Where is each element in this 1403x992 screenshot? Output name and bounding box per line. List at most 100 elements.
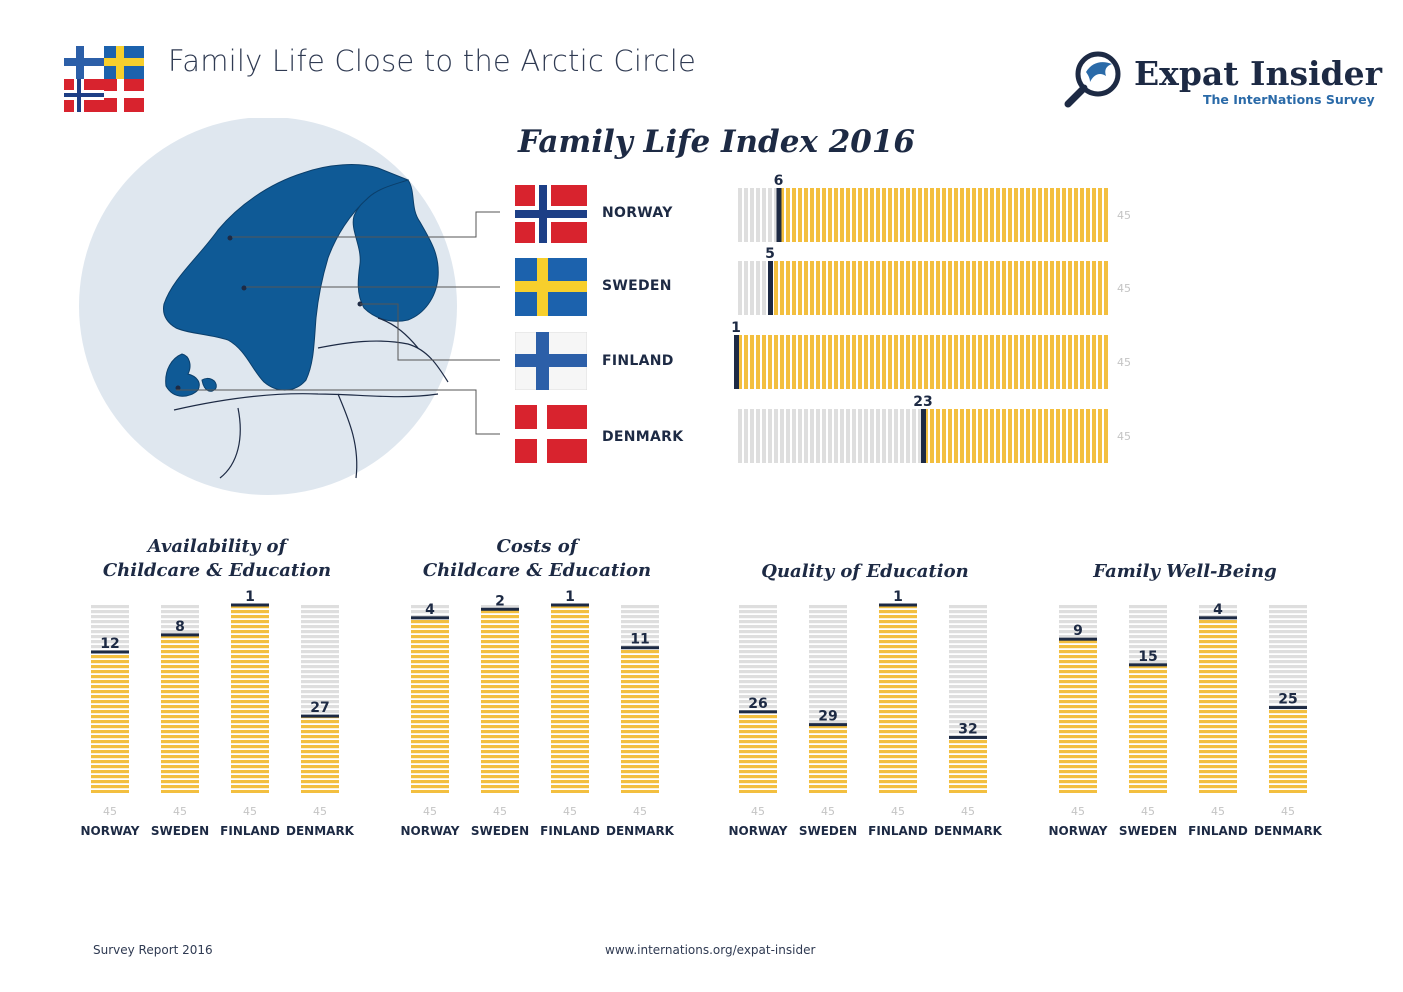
bar-group-denmark: 32 45 DENMARK <box>934 605 1003 838</box>
bar-group-sweden: 8 45 SWEDEN <box>151 605 209 838</box>
bar-empty <box>481 605 519 610</box>
footer-url[interactable]: www.internations.org/expat-insider <box>605 943 816 957</box>
wellbeing-chart: 9 45 NORWAY 15 45 SWEDEN 4 45 FINLAND 25 45 DENMARK <box>1048 602 1322 838</box>
index-rank-label: 23 <box>913 394 932 410</box>
rank-marker <box>949 735 987 739</box>
index-rank-label: 5 <box>765 246 775 262</box>
category-label: DENMARK <box>286 824 355 838</box>
norway-flag-icon <box>515 185 587 243</box>
logo-subtitle: The InterNations Survey <box>1203 92 1375 107</box>
base-label: 45 <box>891 805 905 818</box>
rank-marker <box>551 603 589 607</box>
bar-fill <box>1129 664 1167 793</box>
bar-fill <box>481 609 519 793</box>
bar-empty <box>739 605 777 712</box>
rank-label: 4 <box>1213 602 1223 618</box>
bar-fill <box>949 737 987 793</box>
bar-fill <box>411 617 449 793</box>
index-rank-marker <box>921 409 926 463</box>
rank-marker <box>231 603 269 607</box>
chart-title-quality: Quality of Education <box>720 560 1010 584</box>
rank-label: 2 <box>495 593 505 609</box>
index-bar-fill <box>736 335 1110 389</box>
bar-fill <box>161 634 199 793</box>
category-label: SWEDEN <box>799 824 857 838</box>
category-label: NORWAY <box>400 824 459 838</box>
nordic-flags-icon <box>64 46 144 112</box>
rank-marker <box>621 646 659 650</box>
base-label: 45 <box>1281 805 1295 818</box>
bar-fill <box>1269 707 1307 793</box>
family-life-index-chart: 6 45 5 45 1 45 23 45 <box>731 173 1131 463</box>
index-rank-marker <box>734 335 739 389</box>
index-end-label: 45 <box>1117 430 1131 443</box>
bar-group-denmark: 11 45 DENMARK <box>606 605 675 838</box>
rank-marker <box>1199 616 1237 620</box>
bar-empty <box>949 605 987 738</box>
base-label: 45 <box>633 805 647 818</box>
expat-insider-logo-icon <box>1064 51 1121 108</box>
rank-marker <box>809 723 847 727</box>
finland-flag-icon <box>515 332 587 390</box>
base-label: 45 <box>1211 805 1225 818</box>
index-bar-empty <box>736 188 779 242</box>
base-label: 45 <box>313 805 327 818</box>
rank-label: 1 <box>565 589 575 605</box>
index-title: Family Life Index 2016 <box>518 124 915 160</box>
bar-group-norway: 4 45 NORWAY <box>400 602 459 838</box>
index-label-finland: FINLAND <box>602 353 674 369</box>
category-label: SWEDEN <box>151 824 209 838</box>
index-end-label: 45 <box>1117 209 1131 222</box>
bar-fill <box>301 716 339 793</box>
rank-label: 25 <box>1278 692 1297 708</box>
rank-label: 26 <box>748 696 767 712</box>
denmark-flag-icon <box>515 405 587 463</box>
index-end-label: 45 <box>1117 282 1131 295</box>
bar-group-finland: 1 45 FINLAND <box>540 589 600 838</box>
page-title: Family Life Close to the Arctic Circle <box>168 44 697 78</box>
index-row-denmark: 23 45 <box>736 394 1131 463</box>
rank-label: 15 <box>1138 649 1157 665</box>
index-bar-fill <box>923 409 1110 463</box>
logo-wordmark: Expat Insider <box>1134 54 1383 93</box>
bar-group-sweden: 29 45 SWEDEN <box>799 605 857 838</box>
category-label: NORWAY <box>80 824 139 838</box>
category-label: FINLAND <box>1188 824 1248 838</box>
chart-title-costs: Costs of Childcare & Education <box>392 535 682 583</box>
rank-marker <box>1129 663 1167 667</box>
index-rank-marker <box>776 188 782 242</box>
base-label: 45 <box>103 805 117 818</box>
base-label: 45 <box>1141 805 1155 818</box>
base-label: 45 <box>751 805 765 818</box>
category-label: SWEDEN <box>471 824 529 838</box>
category-label: NORWAY <box>1048 824 1107 838</box>
index-row-finland: 1 45 <box>731 320 1131 389</box>
base-label: 45 <box>243 805 257 818</box>
bar-group-finland: 1 45 FINLAND <box>868 589 928 838</box>
index-label-sweden: SWEDEN <box>602 278 672 294</box>
index-rank-label: 6 <box>774 173 784 189</box>
category-label: DENMARK <box>934 824 1003 838</box>
rank-label: 1 <box>893 589 903 605</box>
rank-label: 12 <box>100 636 119 652</box>
costs-chart: 4 45 NORWAY 2 45 SWEDEN 1 45 FINLAND 11 45 DENMARK <box>400 589 675 838</box>
bar-group-finland: 4 45 FINLAND <box>1188 602 1248 838</box>
bar-group-norway: 12 45 NORWAY <box>80 605 140 838</box>
index-rank-marker <box>768 261 773 315</box>
title-line: Availability of <box>147 536 287 557</box>
bar-group-norway: 26 45 NORWAY <box>728 605 788 838</box>
base-label: 45 <box>493 805 507 818</box>
rank-label: 29 <box>818 709 837 725</box>
footer-report: Survey Report 2016 <box>93 943 213 957</box>
bar-fill <box>231 605 269 793</box>
bar-empty <box>1059 605 1097 640</box>
index-label-norway: NORWAY <box>602 205 673 221</box>
category-label: FINLAND <box>220 824 280 838</box>
rank-label: 1 <box>245 589 255 605</box>
base-label: 45 <box>821 805 835 818</box>
rank-label: 27 <box>310 700 329 716</box>
rank-marker <box>481 607 519 611</box>
base-label: 45 <box>961 805 975 818</box>
base-label: 45 <box>1071 805 1085 818</box>
bar-empty <box>161 605 199 635</box>
